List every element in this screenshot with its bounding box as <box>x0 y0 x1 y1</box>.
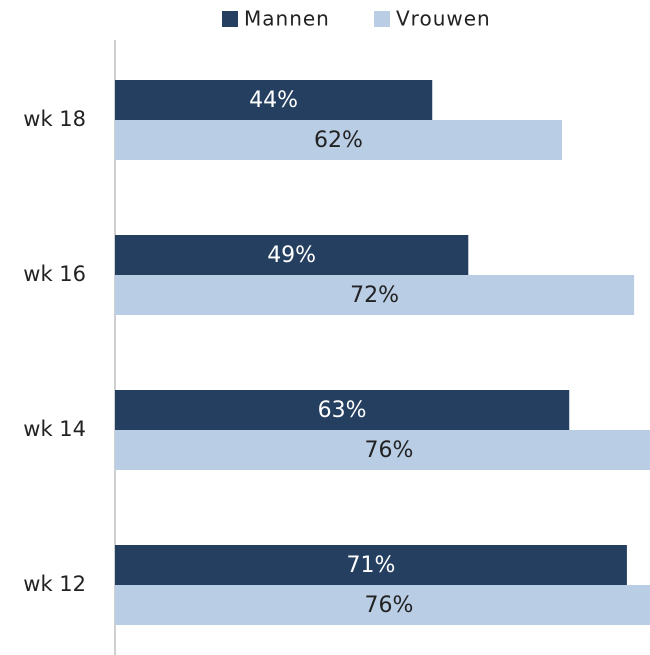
legend-swatch <box>222 11 238 27</box>
bar <box>115 430 650 470</box>
legend-label: Mannen <box>244 7 330 31</box>
y-tick-label: wk 14 <box>23 417 86 441</box>
bar <box>115 120 563 160</box>
bar <box>115 585 650 625</box>
bar <box>115 235 469 275</box>
value-label: 76% <box>365 593 414 618</box>
value-label: 44% <box>249 88 298 113</box>
bar <box>115 545 627 585</box>
value-label: 63% <box>318 398 367 423</box>
bar <box>115 80 433 120</box>
bar <box>115 275 635 315</box>
y-tick-label: wk 12 <box>23 572 86 596</box>
value-label: 62% <box>314 128 363 153</box>
value-label: 71% <box>347 553 396 578</box>
value-label: 72% <box>350 283 399 308</box>
legend-swatch <box>374 11 390 27</box>
bar <box>115 390 570 430</box>
y-tick-label: wk 16 <box>23 262 86 286</box>
value-label: 49% <box>267 243 316 268</box>
legend-label: Vrouwen <box>396 7 491 31</box>
value-label: 76% <box>365 438 414 463</box>
y-tick-label: wk 18 <box>23 107 86 131</box>
